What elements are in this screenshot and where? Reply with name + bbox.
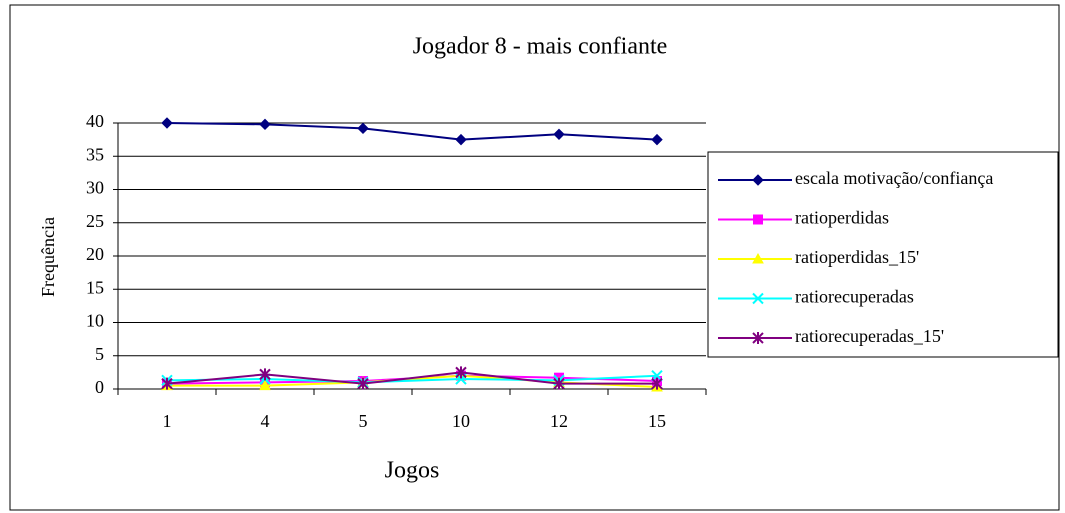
legend-label: ratioperdidas_15' [795, 247, 919, 267]
marker [651, 377, 663, 390]
marker [455, 133, 467, 146]
legend-label: ratiorecuperadas [795, 287, 914, 307]
marker [357, 377, 369, 390]
y-tick-label: 40 [86, 111, 104, 131]
x-axis-title: Jogos [385, 458, 440, 484]
x-tick-label: 12 [550, 411, 568, 431]
legend-marker [752, 174, 764, 186]
marker [259, 368, 271, 381]
legend-label: escala motivação/confiança [795, 168, 993, 188]
x-tick-label: 15 [648, 411, 666, 431]
series-line [166, 122, 658, 141]
marker [357, 122, 369, 135]
marker [161, 377, 173, 390]
legend-box [707, 151, 1059, 358]
legend-label: ratiorecuperadas_15' [795, 326, 944, 346]
legend-label: ratioperdidas [795, 208, 889, 228]
x-tick-label: 10 [452, 411, 470, 431]
marker [161, 117, 173, 129]
y-tick-label: 5 [95, 344, 104, 364]
series-line [166, 374, 658, 384]
x-tick-label: 5 [359, 411, 368, 431]
x-tick-label: 4 [261, 411, 270, 431]
y-tick-label: 10 [86, 311, 104, 331]
marker [553, 128, 565, 141]
legend-marker [752, 292, 764, 305]
y-tick-label: 35 [86, 144, 104, 164]
y-tick-label: 0 [95, 377, 104, 397]
y-tick-label: 20 [86, 244, 104, 264]
y-tick-label: 30 [86, 178, 104, 198]
legend-marker [752, 332, 764, 344]
chart-title: Jogador 8 - mais confiante [413, 34, 668, 60]
marker [651, 133, 663, 146]
marker [259, 379, 271, 391]
legend-marker [753, 214, 763, 225]
marker [455, 366, 467, 379]
marker [259, 118, 271, 131]
legend-marker [752, 252, 764, 264]
series-line [166, 371, 657, 385]
x-tick-label: 1 [163, 411, 172, 431]
y-tick-label: 15 [86, 277, 104, 297]
marker [553, 377, 565, 390]
y-tick-label: 25 [86, 211, 104, 231]
y-axis-title: Frequência [38, 217, 58, 297]
